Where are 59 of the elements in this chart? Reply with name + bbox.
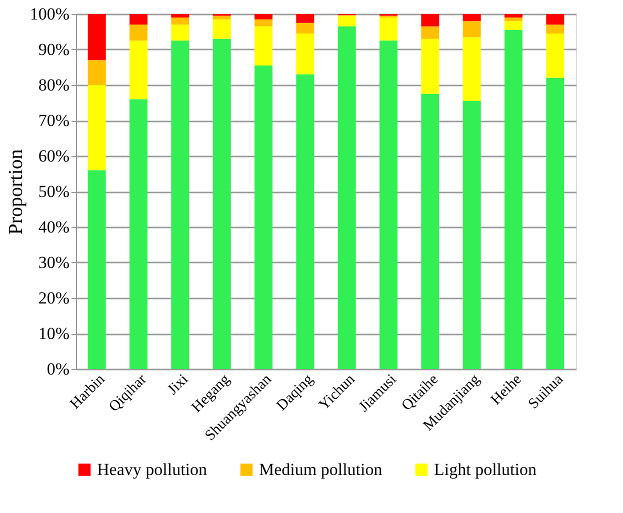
bar bbox=[212, 16, 231, 20]
bar bbox=[380, 18, 398, 41]
legend-label: Medium pollution bbox=[259, 460, 383, 479]
y-tick-label: 10% bbox=[38, 324, 70, 343]
bar bbox=[338, 26, 356, 369]
bar bbox=[546, 24, 564, 34]
bar bbox=[88, 170, 106, 369]
bar bbox=[254, 65, 272, 369]
legend-label: Light pollution bbox=[434, 460, 537, 479]
bar bbox=[338, 16, 356, 26]
bar bbox=[88, 60, 106, 85]
bar bbox=[296, 14, 314, 23]
bar bbox=[421, 26, 440, 39]
bar bbox=[130, 99, 148, 369]
bar bbox=[421, 14, 440, 26]
bar bbox=[421, 94, 440, 369]
y-tick-label: 100% bbox=[30, 4, 70, 24]
bar bbox=[546, 14, 564, 25]
bar bbox=[254, 26, 272, 66]
y-tick-label: 70% bbox=[38, 111, 70, 130]
y-tick-label: 20% bbox=[38, 288, 70, 308]
bar bbox=[504, 14, 522, 18]
bar bbox=[380, 40, 398, 369]
legend-label: Heavy pollution bbox=[97, 460, 208, 479]
bar bbox=[130, 14, 148, 25]
y-tick-label: 80% bbox=[38, 76, 70, 94]
bar bbox=[171, 40, 190, 369]
bar bbox=[462, 21, 481, 38]
bar bbox=[296, 22, 314, 34]
y-tick-label: 30% bbox=[38, 253, 70, 272]
bar bbox=[88, 14, 106, 60]
bar bbox=[296, 34, 314, 74]
bar bbox=[546, 78, 564, 369]
bar bbox=[462, 14, 481, 22]
bar bbox=[296, 74, 314, 369]
bar bbox=[130, 40, 148, 100]
bar bbox=[504, 30, 522, 369]
bar bbox=[462, 100, 481, 369]
bar bbox=[462, 37, 481, 101]
y-tick-label: 0% bbox=[46, 360, 70, 378]
bar bbox=[88, 85, 106, 170]
bar bbox=[171, 14, 190, 18]
bar bbox=[130, 24, 148, 41]
bar bbox=[546, 34, 564, 78]
y-tick-label: 90% bbox=[38, 40, 70, 59]
bar bbox=[171, 24, 190, 41]
bar bbox=[254, 19, 272, 26]
x-tick-label: Jixi bbox=[164, 372, 192, 398]
bar bbox=[254, 14, 272, 20]
y-tick-label: 40% bbox=[38, 218, 70, 236]
bar bbox=[504, 18, 522, 22]
bar bbox=[421, 38, 440, 94]
y-tick-label: 50% bbox=[38, 182, 70, 201]
bar bbox=[171, 18, 190, 25]
y-tick-label: 60% bbox=[38, 146, 70, 166]
bar bbox=[212, 19, 231, 39]
bar bbox=[212, 38, 231, 369]
bar bbox=[504, 21, 522, 30]
y-axis-title: Proportion bbox=[4, 149, 27, 235]
